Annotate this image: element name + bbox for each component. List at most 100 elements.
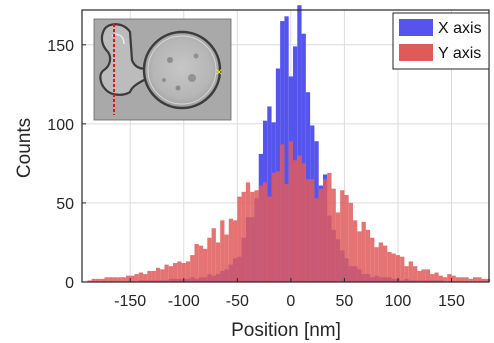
legend-swatch-y-axis [399,44,433,61]
x-axis-bar [284,16,289,282]
y-axis-bar [485,278,491,282]
y-axis-bar [404,266,409,282]
y-axis-bar [130,275,135,282]
y-tick-labels: 0 50 100 150 [47,38,86,292]
y-axis-bar [352,220,358,282]
y-axis-bar [464,277,469,282]
y-axis-bar [297,155,302,282]
y-axis-bar [220,220,225,282]
y-axis-bar [310,179,315,282]
y-axis-bar [117,277,122,282]
y-axis-bar [211,228,216,282]
y-axis-bar [87,280,92,282]
y-axis-bar [185,261,191,282]
y-tick-label: 100 [47,117,74,134]
y-axis-bar [100,278,105,282]
y-axis-bar [438,275,443,282]
y-axis-bar [155,267,161,282]
x-tick-label: -150 [114,293,146,310]
x-tick-label: 150 [438,293,465,310]
y-axis-bar [408,261,413,282]
y-axis-bar [365,229,371,282]
legend-label-y-axis: Y axis [438,45,481,62]
y-axis-bar [391,253,396,282]
y-axis-bar [190,255,195,282]
inset-position-marker: × [215,65,222,79]
y-axis-bar [284,183,289,282]
x-axis-label: Position [nm] [231,320,341,341]
y-axis-bar [477,277,482,282]
y-axis-bar [322,179,328,282]
y-tick-label: 0 [65,275,74,292]
y-tick-label: 50 [56,196,74,213]
y-axis-bar [275,171,281,282]
y-axis-bar [228,218,234,282]
y-axis-bar [134,274,139,282]
y-axis-bar [263,182,268,282]
y-axis-bar [460,277,465,282]
y-axis-bar [370,237,375,282]
legend: X axis Y axis [392,12,490,70]
y-axis-bar [357,231,362,282]
y-axis-bar [335,212,341,282]
y-axis-bar [412,266,418,282]
y-axis-label: Counts [14,118,35,178]
x-axis-bar [297,5,302,282]
x-tick-label: -100 [168,293,200,310]
y-axis-bar [224,234,229,282]
x-tick-label: 0 [286,293,295,310]
y-axis-bar [147,270,152,282]
y-axis-bar [258,185,264,282]
y-axis-bar [108,277,114,282]
y-axis-bar [288,141,293,282]
x-tick-label: -50 [226,293,249,310]
y-axis-bar [168,266,174,282]
y-axis-bar [164,264,169,282]
y-axis-bar [203,248,208,282]
y-axis-bar [378,242,383,282]
y-axis-bar [198,245,204,282]
y-axis-bar [280,144,285,282]
x-tick-labels: -150 -100 -50 0 50 100 150 [114,278,465,310]
y-axis-bar [95,278,101,282]
y-axis-bar [314,198,319,282]
y-axis-bar [143,274,148,282]
y-axis-bar [447,274,452,282]
y-axis-bar [344,195,349,282]
y-axis-bar [472,277,478,282]
y-axis-bar [400,256,405,282]
y-axis-bar [250,191,255,282]
y-axis-series-bars [87,141,491,282]
y-axis-bar [160,269,165,282]
y-axis-bar [417,270,422,282]
x-axis-bar [267,106,272,282]
y-axis-bar [91,278,96,282]
y-axis-bar [430,274,435,282]
y-axis-bar [481,278,486,282]
y-axis-bar [292,160,298,282]
x-tick-label: 100 [385,293,412,310]
y-axis-bar [421,269,426,282]
y-axis-bar [442,277,448,282]
legend-label-x-axis: X axis [438,20,482,37]
y-axis-bar [121,277,126,282]
y-axis-bar [194,244,199,282]
y-axis-bar [455,277,461,282]
x-tick-label: 50 [336,293,354,310]
y-axis-bar [340,190,345,282]
inset-cell-image: × [93,18,232,121]
plot-frame [81,9,490,283]
y-axis-bar [267,196,272,282]
y-axis-bar [113,277,118,282]
y-axis-bar [254,190,259,282]
legend-swatch-x-axis [399,19,433,36]
y-axis-bar [245,182,251,282]
y-axis-bar [434,272,439,282]
y-axis-bar [233,220,238,282]
y-axis-bar [331,188,336,282]
y-axis-bar [181,263,186,282]
y-axis-bar [382,245,388,282]
y-axis-bar [425,269,431,282]
y-axis-bar [387,251,392,282]
